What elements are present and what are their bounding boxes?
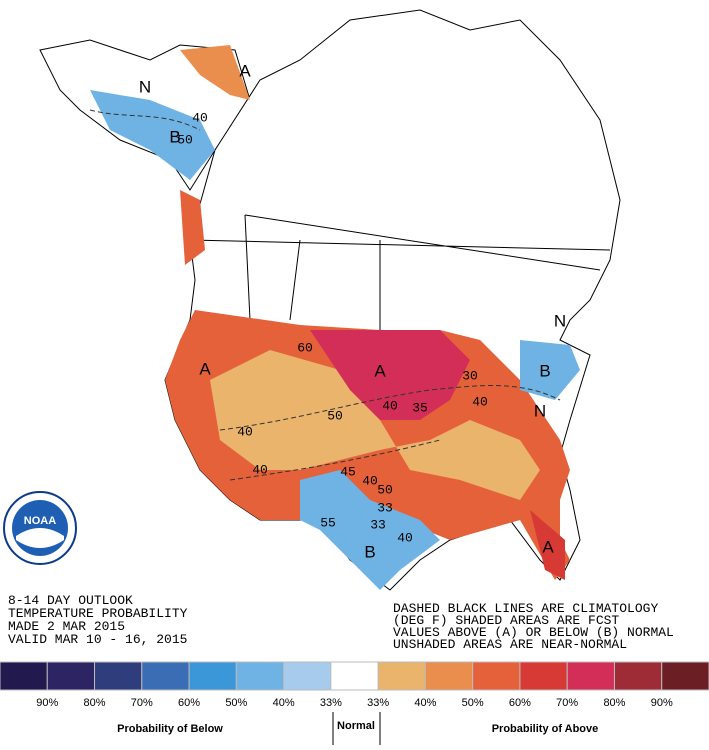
legend-swatch — [0, 661, 48, 691]
legend-swatch — [661, 661, 709, 691]
outlook-notes: DASHED BLACK LINES ARE CLIMATOLOGY(DEG F… — [393, 601, 674, 652]
noaa-logo: NOAA — [3, 491, 77, 565]
legend-swatch — [613, 661, 663, 691]
legend-tick: 33% — [320, 697, 342, 709]
map-label: A — [239, 61, 251, 80]
map-label: 33 — [370, 517, 386, 532]
map-label: 55 — [320, 515, 336, 530]
climatology-lines — [89, 109, 561, 481]
above-label: Probability of Above — [492, 723, 599, 735]
map-label: 40 — [382, 398, 398, 413]
legend: 90% 80% 70% 60% 50% 40% 33% 33% 40% 50% 60% 70% 80% 9… — [0, 661, 709, 735]
legend-tick: 70% — [556, 697, 578, 709]
map-label: 33 — [377, 500, 393, 515]
legend-tick: 60% — [509, 697, 531, 709]
map-label: 50 — [177, 132, 193, 147]
map-label: A — [374, 361, 386, 380]
map-label: 40 — [252, 462, 268, 477]
map-label: B — [364, 542, 375, 561]
map-label: 50 — [377, 482, 393, 497]
map-label: 40 — [237, 424, 253, 439]
legend-tick: 80% — [603, 697, 625, 709]
note-line: UNSHADED AREAS ARE NEAR-NORMAL — [393, 637, 627, 652]
legend-swatch — [519, 661, 568, 691]
legend-tick: 90% — [651, 697, 673, 709]
legend-swatch — [46, 661, 96, 691]
title-line: VALID MAR 10 - 16, 2015 — [8, 632, 187, 647]
legend-tick: 70% — [131, 697, 153, 709]
map-label: N — [554, 311, 566, 330]
legend-swatch — [424, 661, 474, 691]
note-line: VALUES ABOVE (A) OR BELOW (B) NORMAL — [393, 625, 674, 640]
map-label: N — [139, 77, 151, 96]
legend-tick: 40% — [414, 697, 436, 709]
legend-tick: 50% — [462, 697, 484, 709]
map-label: 35 — [412, 400, 428, 415]
legend-swatch — [188, 661, 237, 691]
map-label: A — [542, 537, 554, 556]
map-label: 40 — [472, 394, 488, 409]
title-line: TEMPERATURE PROBABILITY — [8, 606, 188, 621]
map-label: 30 — [462, 368, 478, 383]
map-label: 45 — [340, 464, 356, 479]
normal-label: Normal — [337, 720, 375, 732]
logo-text: NOAA — [24, 515, 56, 527]
legend-tick: 90% — [36, 697, 58, 709]
map-label: 40 — [397, 530, 413, 545]
legend-tick: 40% — [273, 697, 295, 709]
note-line: (DEG F) SHADED AREAS ARE FCST — [393, 613, 619, 628]
legend-swatch — [141, 661, 190, 691]
map-label: B — [169, 127, 180, 146]
map-label: 40 — [362, 473, 378, 488]
map-label: 40 — [192, 110, 208, 125]
legend-swatch — [472, 661, 521, 691]
map-label: 60 — [297, 340, 313, 355]
legend-swatch — [377, 661, 426, 691]
legend-tick: 33% — [367, 697, 389, 709]
legend-tick: 50% — [225, 697, 247, 709]
legend-tick: 80% — [84, 697, 106, 709]
legend-swatch — [566, 661, 615, 691]
legend-swatch — [94, 661, 143, 691]
legend-swatch — [330, 661, 379, 691]
below-label: Probability of Below — [117, 723, 223, 735]
note-line: DASHED BLACK LINES ARE CLIMATOLOGY — [393, 601, 658, 616]
title-line: 8-14 DAY OUTLOOK — [8, 593, 133, 608]
legend-tick: 60% — [178, 697, 200, 709]
legend-swatch — [283, 661, 332, 691]
shading — [90, 45, 580, 590]
title-line: MADE 2 MAR 2015 — [8, 619, 125, 634]
map-label: A — [199, 359, 211, 378]
map-label: 50 — [327, 408, 343, 423]
legend-swatch — [235, 661, 285, 691]
map-label: B — [539, 361, 550, 380]
map-label: N — [534, 401, 546, 420]
